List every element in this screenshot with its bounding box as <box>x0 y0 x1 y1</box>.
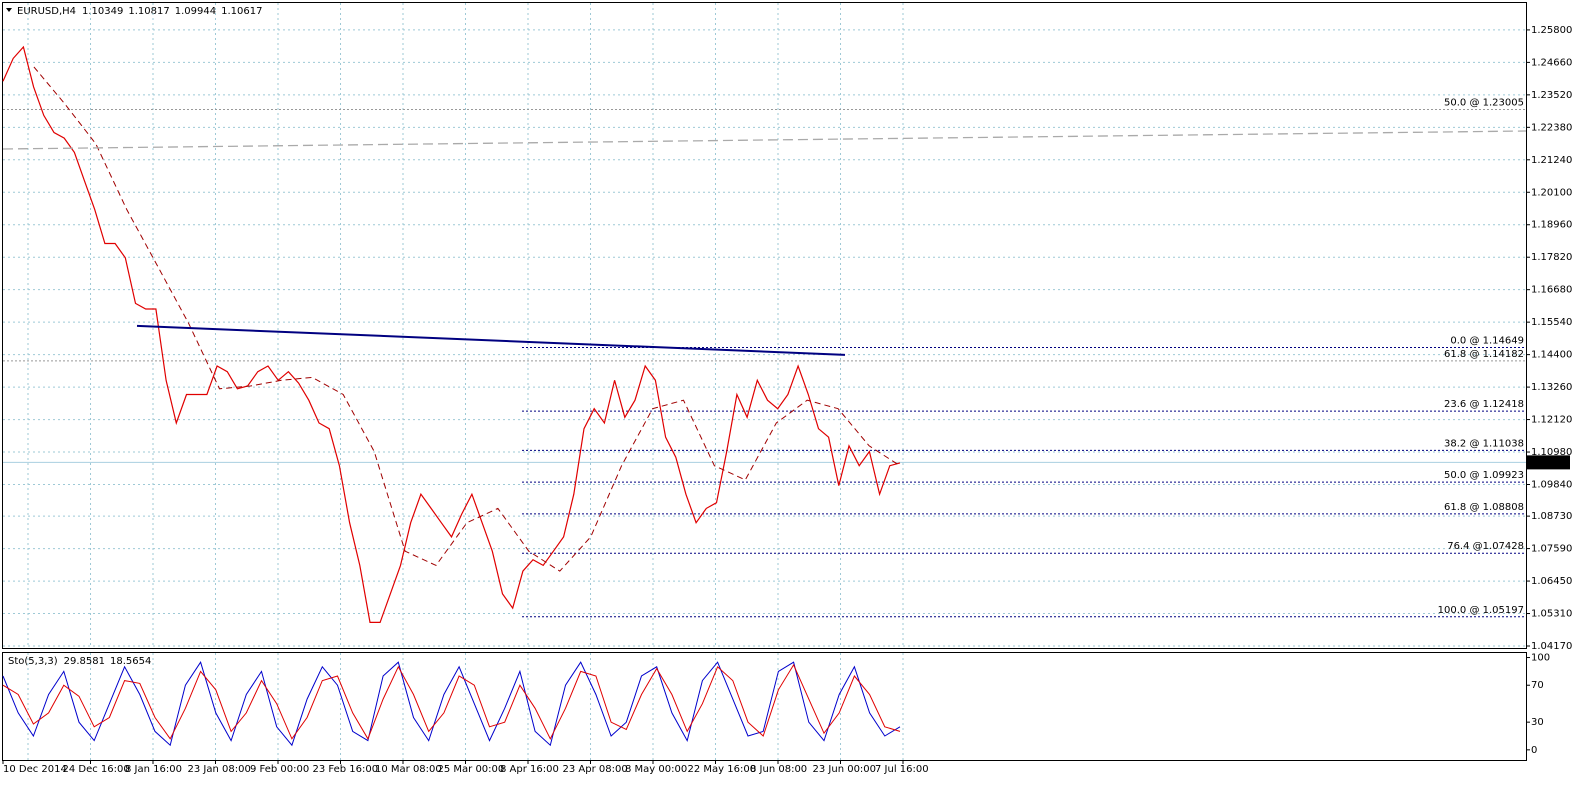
fib-label: 50.0 @ 1.23005 <box>1444 98 1524 109</box>
y-tick-label: 1.05310 <box>1531 609 1572 620</box>
x-tick-label: 8 Jan 16:00 <box>125 764 182 775</box>
header-value: 1.09944 <box>175 6 216 17</box>
header-value: 1.10817 <box>128 6 169 17</box>
panel-title: Sto(5,3,3) <box>8 656 58 667</box>
x-tick-label: 24 Dec 16:00 <box>63 764 130 775</box>
y-tick-label: 70 <box>1531 680 1544 691</box>
header-value: 18.5654 <box>110 656 151 667</box>
y-tick-label: 1.10980 <box>1531 447 1572 458</box>
x-tick-label: 22 May 16:00 <box>688 764 757 775</box>
oscillator-panel <box>2 652 1527 761</box>
x-tick-label: 23 Feb 16:00 <box>313 764 379 775</box>
x-tick-label: 8 Jun 08:00 <box>750 764 807 775</box>
series-line <box>2 663 901 740</box>
price-panel <box>2 2 1527 649</box>
y-tick-label: 1.18960 <box>1531 220 1572 231</box>
fib-label: 100.0 @ 1.05197 <box>1438 605 1524 616</box>
header-value: 1.10349 <box>82 6 123 17</box>
y-tick-label: 1.22380 <box>1531 122 1572 133</box>
y-tick-label: 1.21240 <box>1531 155 1572 166</box>
x-tick-label: 10 Mar 08:00 <box>375 764 442 775</box>
x-tick-label: 7 Jul 16:00 <box>875 764 929 775</box>
x-tick-label: 8 Apr 16:00 <box>500 764 559 775</box>
fib-label: 61.8 @ 1.14182 <box>1444 349 1524 360</box>
y-tick-label: 1.08730 <box>1531 511 1572 522</box>
x-tick-label: 8 May 00:00 <box>625 764 687 775</box>
x-tick-label: 23 Apr 08:00 <box>563 764 628 775</box>
y-tick-label: 1.07590 <box>1531 544 1572 555</box>
x-tick-label: 10 Dec 2014 <box>3 764 67 775</box>
series-line <box>33 66 901 572</box>
y-tick-label: 0 <box>1531 745 1537 756</box>
y-tick-label: 1.12120 <box>1531 415 1572 426</box>
y-tick-label: 1.15540 <box>1531 317 1572 328</box>
x-tick-label: 25 Mar 00:00 <box>438 764 505 775</box>
menu-arrow[interactable] <box>6 8 12 12</box>
y-tick-label: 1.24660 <box>1531 57 1572 68</box>
fib-label: 0.0 @ 1.14649 <box>1450 336 1524 347</box>
fib-label: 50.0 @ 1.09923 <box>1444 470 1524 481</box>
y-tick-label: 100 <box>1531 653 1550 664</box>
x-tick-label: 23 Jan 08:00 <box>188 764 251 775</box>
y-tick-label: 1.20100 <box>1531 187 1572 198</box>
current-price-label: 1.10617 <box>1529 457 1570 468</box>
x-tick-label: 23 Jun 00:00 <box>813 764 877 775</box>
header-value: 29.8581 <box>64 656 105 667</box>
header-value: 1.10617 <box>221 6 262 17</box>
y-tick-label: 1.06450 <box>1531 576 1572 587</box>
series-line <box>2 661 901 747</box>
y-tick-label: 1.25800 <box>1531 25 1572 36</box>
fib-label: 76.4 @1.07428 <box>1447 541 1524 552</box>
y-tick-label: 1.17820 <box>1531 252 1572 263</box>
y-tick-label: 1.13260 <box>1531 382 1572 393</box>
fib-label: 23.6 @ 1.12418 <box>1444 399 1524 410</box>
panel-title: EURUSD,H4 <box>17 6 76 17</box>
series-line <box>2 130 1527 150</box>
y-tick-label: 1.09840 <box>1531 480 1572 491</box>
fib-label: 38.2 @ 1.11038 <box>1444 438 1524 449</box>
y-tick-label: 1.23520 <box>1531 90 1572 101</box>
x-tick-label: 9 Feb 00:00 <box>250 764 309 775</box>
current-price-box <box>1526 455 1570 470</box>
series-line <box>136 324 846 356</box>
y-tick-label: 1.16680 <box>1531 285 1572 296</box>
y-tick-label: 30 <box>1531 717 1544 728</box>
y-tick-label: 1.14400 <box>1531 350 1572 361</box>
y-tick-label: 1.04170 <box>1531 641 1572 652</box>
fib-label: 61.8 @ 1.08808 <box>1444 502 1524 513</box>
series-line <box>2 45 901 623</box>
